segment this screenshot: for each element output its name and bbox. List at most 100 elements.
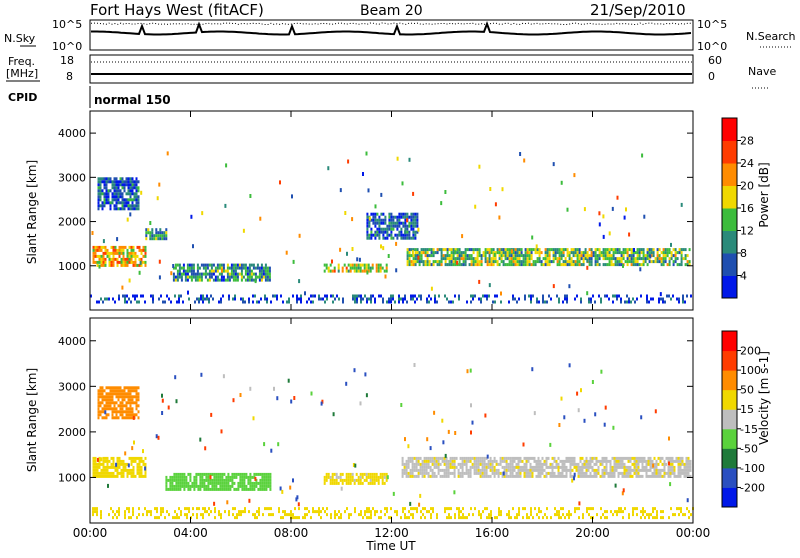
echo-cell — [308, 510, 310, 514]
echo-cell — [683, 465, 686, 469]
echo-cell — [129, 416, 132, 420]
echo-cell — [439, 462, 442, 466]
echo-cell — [410, 513, 412, 517]
echo-cell — [136, 263, 139, 267]
echo-cell — [398, 212, 401, 216]
echo-cell — [121, 416, 124, 420]
echo-cell — [464, 248, 467, 252]
echo-cell — [414, 218, 417, 222]
echo-cell — [440, 260, 443, 264]
echo-cell — [430, 516, 432, 520]
echo-cell — [474, 263, 477, 267]
echo-cell — [240, 272, 243, 276]
echo-cell — [239, 475, 242, 479]
echo-cell — [553, 456, 556, 460]
echo-cell — [532, 516, 534, 520]
echo-cell — [466, 369, 469, 374]
echo-cell — [603, 465, 606, 469]
echo-cell — [500, 510, 502, 514]
echo-cell — [608, 257, 611, 261]
echo-cell — [505, 462, 508, 466]
echo-cell — [121, 195, 124, 199]
freq-panel: Freq. [MHz] 18 8 60 0 Nave — [6, 54, 776, 89]
echo-cell — [355, 478, 358, 482]
echo-cell — [323, 481, 326, 485]
echo-cell — [345, 475, 348, 479]
echo-cell — [562, 513, 564, 517]
echo-cell — [378, 218, 381, 222]
echo-cell — [499, 456, 502, 460]
echo-cell — [248, 275, 251, 279]
echo-cell — [512, 507, 514, 511]
echo-cell — [207, 478, 210, 482]
echo-cell — [559, 474, 562, 478]
echo-cell — [176, 513, 178, 517]
echo-cell — [458, 260, 461, 264]
echo-cell — [96, 300, 98, 304]
echo-cell — [588, 263, 591, 267]
echo-cell — [662, 257, 665, 261]
echo-cell — [412, 513, 414, 517]
echo-cell — [107, 413, 110, 417]
y-tick-label: 2000 — [58, 426, 86, 439]
echo-cell — [380, 294, 382, 298]
echo-cell — [549, 471, 552, 475]
echo-cell — [443, 468, 446, 472]
echo-cell — [243, 481, 246, 485]
echo-cell — [475, 471, 478, 475]
echo-cell — [266, 272, 269, 276]
echo-cell — [205, 472, 208, 476]
echo-cell — [181, 475, 184, 479]
echo-cell — [240, 269, 243, 273]
echo-cell — [354, 294, 356, 298]
echo-cell — [111, 413, 114, 417]
echo-cell — [574, 297, 576, 301]
echo-cell — [398, 300, 400, 304]
echo-cell — [92, 257, 95, 261]
echo-cell — [318, 297, 320, 301]
echo-cell — [629, 459, 632, 463]
echo-cell — [266, 269, 269, 273]
echo-cell — [508, 263, 511, 267]
echo-cell — [444, 190, 447, 194]
echo-cell — [453, 474, 456, 478]
echo-cell — [450, 248, 453, 252]
echo-cell — [671, 471, 674, 475]
echo-cell — [572, 260, 575, 264]
echo-cell — [455, 456, 458, 460]
echo-cell — [106, 468, 109, 472]
echo-cell — [595, 456, 598, 460]
echo-cell — [336, 294, 338, 298]
echo-cell — [638, 251, 641, 255]
echo-cell — [204, 510, 206, 514]
echo-cell — [604, 254, 607, 258]
colorbar-swatch — [722, 370, 737, 391]
echo-cell — [600, 297, 602, 301]
echo-cell — [347, 159, 350, 164]
echo-cell — [644, 516, 646, 520]
echo-cell — [248, 498, 251, 503]
echo-cell — [98, 465, 101, 469]
echo-cell — [158, 182, 161, 187]
echo-cell — [103, 395, 106, 399]
echo-cell — [681, 456, 684, 460]
echo-cell — [530, 251, 533, 255]
echo-cell — [345, 472, 348, 476]
echo-cell — [120, 263, 123, 267]
echo-cell — [586, 291, 589, 296]
echo-cell — [382, 246, 385, 251]
colorbar-swatch — [722, 253, 737, 276]
echo-cell — [163, 237, 166, 241]
echo-cell — [256, 275, 259, 279]
echo-cell — [636, 257, 639, 261]
echo-cell — [270, 507, 272, 511]
echo-cell — [680, 260, 683, 264]
echo-cell — [98, 471, 101, 475]
echo-cell — [532, 248, 535, 252]
echo-cell — [192, 266, 195, 270]
echo-cell — [131, 183, 134, 187]
echo-cell — [214, 269, 217, 273]
echo-cell — [225, 163, 228, 168]
echo-cell — [586, 254, 589, 258]
echo-cell — [508, 248, 511, 252]
